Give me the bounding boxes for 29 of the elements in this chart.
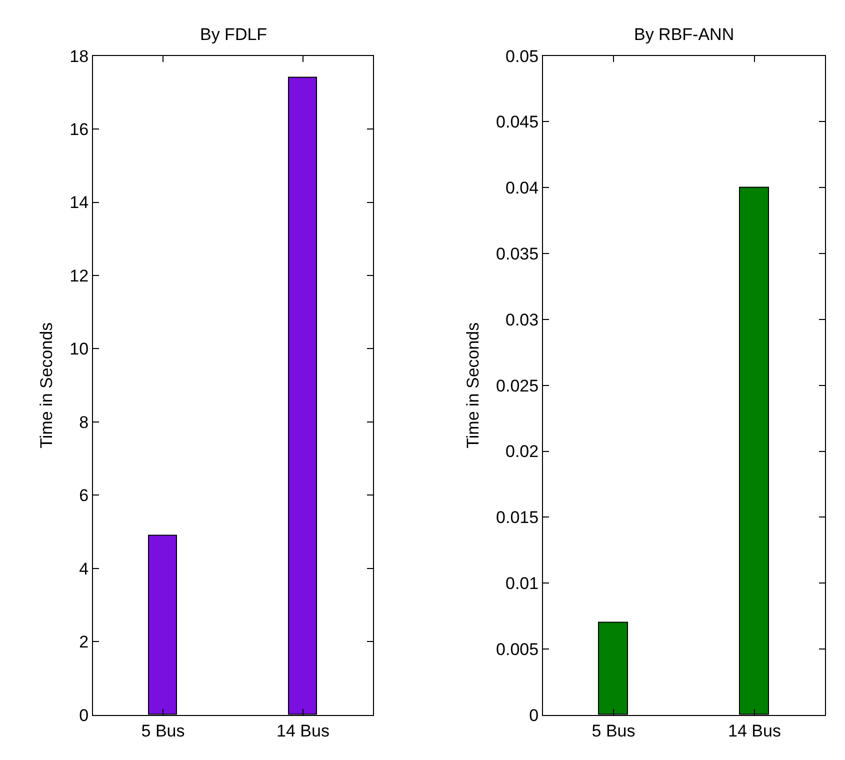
y-tick-label: 14 (70, 193, 89, 212)
y-tick-label: 0.01 (506, 574, 539, 594)
y-tick-label: 6 (79, 486, 89, 506)
y-tick-label: 4 (79, 559, 89, 578)
x-tick-label: 5 Bus (141, 721, 185, 740)
y-tick-label: 8 (79, 412, 89, 432)
y-tick-label: 16 (70, 120, 89, 139)
x-tick-label: 5 Bus (592, 721, 636, 740)
chart-title: By FDLF (200, 25, 268, 44)
y-tick-label: 12 (70, 266, 89, 286)
y-tick-label: 0 (79, 706, 89, 725)
y-tick-label: 0.05 (506, 46, 539, 66)
y-tick-label: 0.045 (496, 112, 539, 132)
y-tick-label: 0 (529, 706, 539, 725)
y-tick-label: 10 (70, 340, 89, 359)
chart-title: By RBF-ANN (634, 25, 734, 44)
y-axis-title: Time in Seconds (464, 322, 483, 448)
y-tick-label: 0.015 (496, 508, 539, 528)
y-tick-label: 0.04 (506, 178, 539, 198)
y-tick-label: 0.025 (496, 376, 539, 396)
y-tick-label: 0.03 (506, 310, 539, 330)
x-tick-label: 14 Bus (276, 721, 330, 740)
y-tick-label: 18 (70, 46, 89, 66)
y-tick-label: 0.02 (506, 442, 539, 462)
y-axis-title: Time in Seconds (37, 322, 56, 448)
y-tick-label: 0.035 (496, 244, 539, 264)
y-tick-label: 0.005 (496, 640, 539, 659)
x-tick-label: 14 Bus (728, 721, 781, 740)
y-tick-label: 2 (79, 632, 89, 652)
